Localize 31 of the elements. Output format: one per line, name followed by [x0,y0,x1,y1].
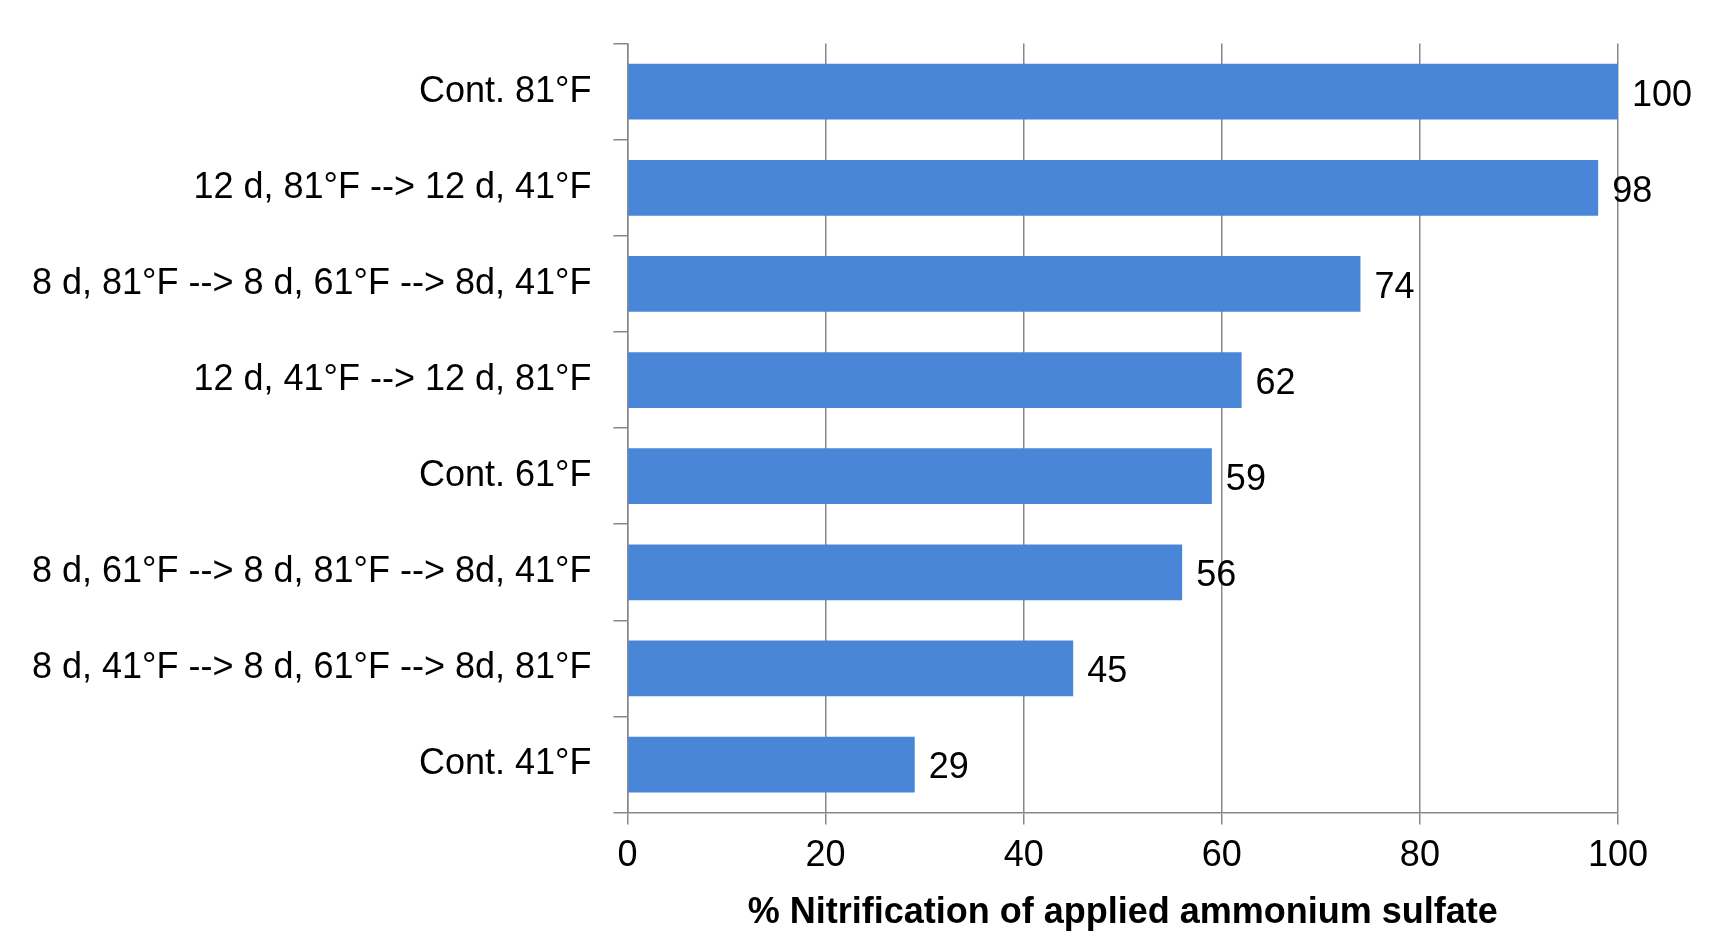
x-tick-label: 40 [1003,833,1044,875]
bar [628,544,1183,601]
x-tick-label: 80 [1399,833,1440,875]
data-label: 100 [1632,72,1693,114]
y-tick-label: 8 d, 81°F --> 8 d, 61°F --> 8d, 41°F [31,260,592,302]
bar [628,159,1599,216]
bar [628,256,1361,312]
data-label: 59 [1225,457,1266,499]
x-tick-label: 0 [617,833,638,875]
bar [628,640,1074,697]
x-tick-label: 100 [1587,833,1649,875]
y-tick-label: 12 d, 81°F --> 12 d, 41°F [193,164,592,206]
bar [628,63,1618,120]
y-tick-label: 8 d, 61°F --> 8 d, 81°F --> 8d, 41°F [31,549,592,591]
x-tick-label: 20 [805,833,846,875]
x-tick-label: 60 [1201,833,1242,875]
data-label: 62 [1255,360,1296,402]
x-axis-title: % Nitrification of applied ammonium sulfate [747,890,1498,932]
data-label: 98 [1612,168,1653,210]
y-tick-label: Cont. 61°F [418,453,592,495]
y-tick-label: Cont. 81°F [418,68,592,110]
data-label: 45 [1087,649,1128,691]
data-label: 56 [1196,553,1237,595]
y-tick-label: Cont. 41°F [418,741,592,783]
bar [628,352,1242,408]
bar [628,736,915,793]
data-label: 74 [1374,264,1415,306]
data-label: 29 [928,745,969,787]
y-tick-label: 12 d, 41°F --> 12 d, 81°F [193,356,592,398]
y-tick-label: 8 d, 41°F --> 8 d, 61°F --> 8d, 81°F [31,645,592,687]
bar [628,448,1212,505]
